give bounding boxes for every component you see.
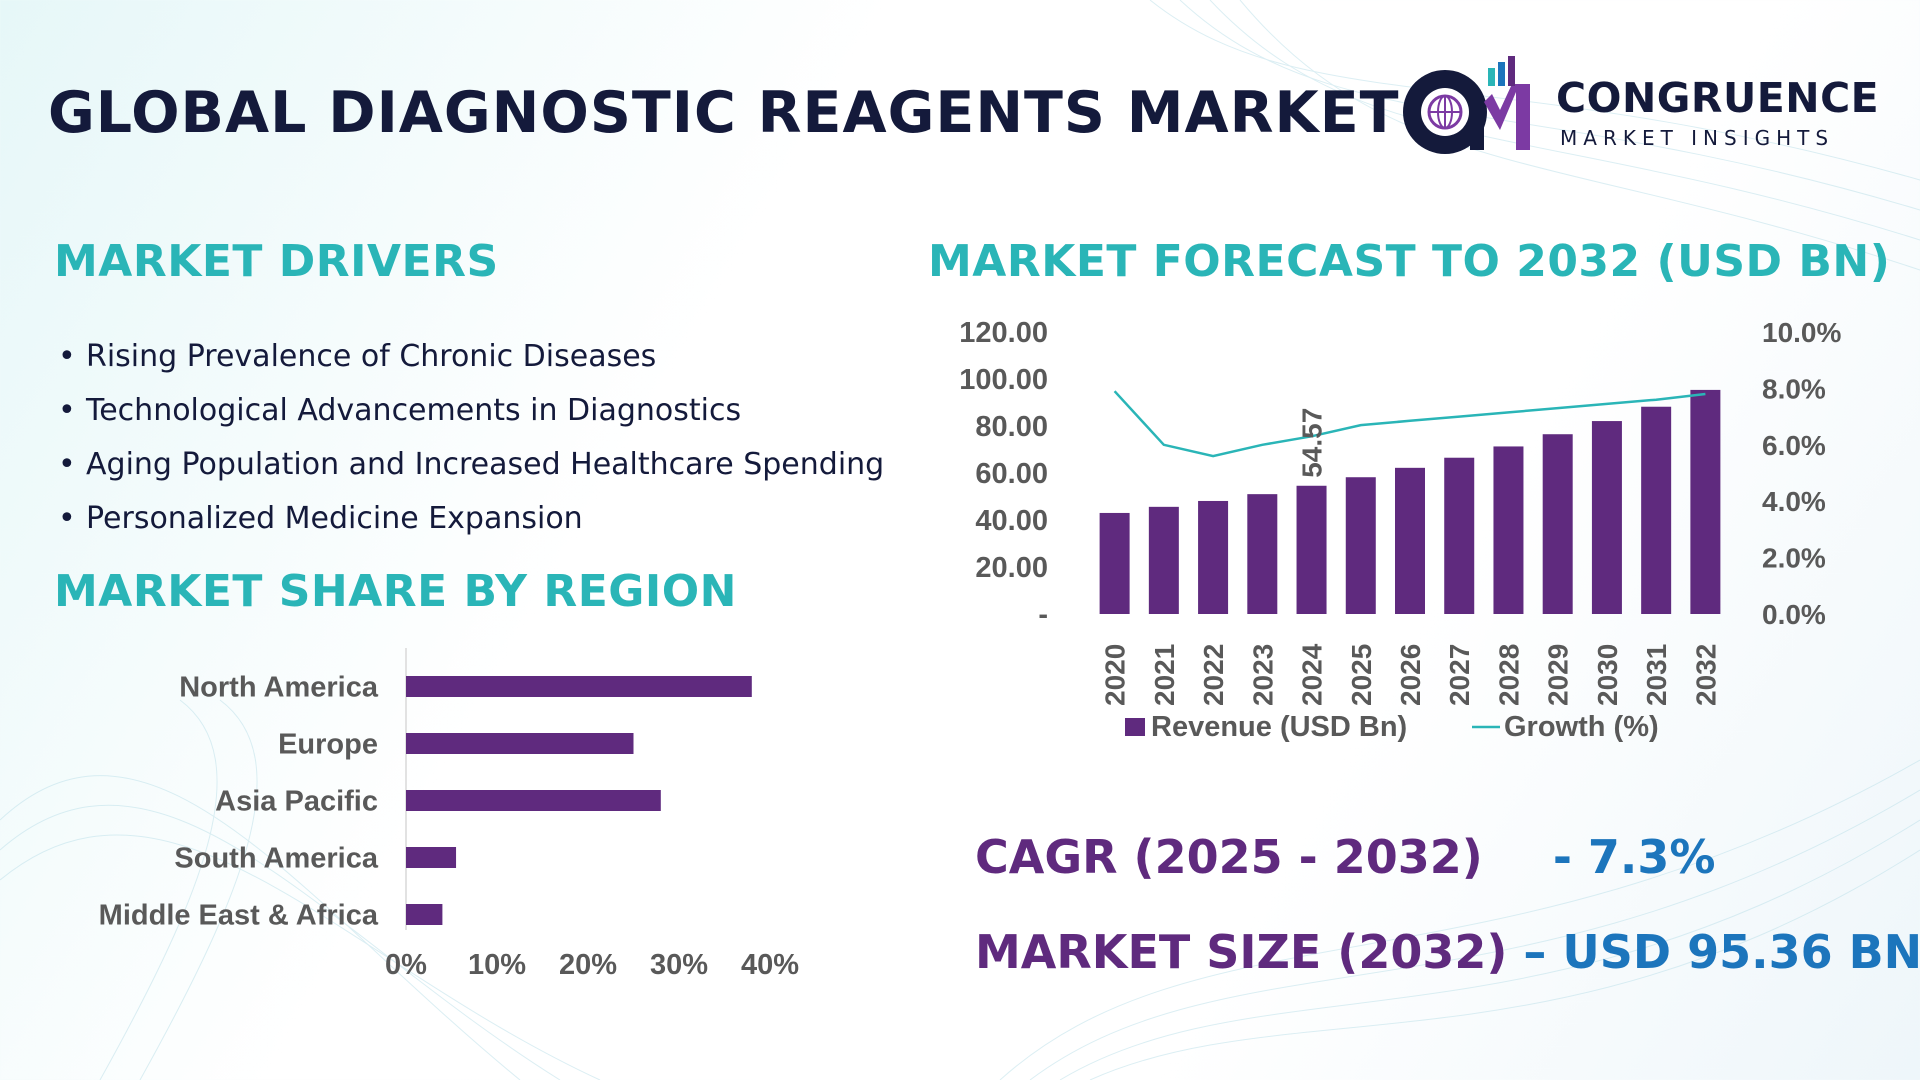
forecast-x-tick-label: 2023 <box>1247 644 1278 706</box>
region-x-tick-label: 0% <box>385 949 427 981</box>
market-size-kpi: MARKET SIZE (2032) – USD 95.36 BN <box>975 925 1920 979</box>
revenue-bar <box>1542 434 1573 614</box>
revenue-data-label: 54.57 <box>1297 408 1328 478</box>
region-section-title: MARKET SHARE BY REGION <box>54 566 737 617</box>
forecast-right-tick-label: 2.0% <box>1762 543 1826 574</box>
region-share-chart: North America Europe Asia Pacific South Ame… <box>99 648 799 981</box>
revenue-bar <box>1395 467 1425 614</box>
forecast-right-tick-label: 6.0% <box>1762 430 1826 461</box>
forecast-x-tick-label: 2029 <box>1543 644 1574 706</box>
forecast-x-tick-label: 2024 <box>1297 643 1328 706</box>
legend-growth-label: Growth (%) <box>1504 711 1659 743</box>
region-category-label: Asia Pacific <box>215 786 378 818</box>
congruence-logo-icon <box>1403 56 1530 154</box>
growth-line <box>1113 390 1706 458</box>
region-x-tick-label: 20% <box>559 949 617 981</box>
forecast-left-tick-label: 20.00 <box>975 552 1048 584</box>
revenue-bar <box>1641 406 1672 614</box>
forecast-x-tick-label: 2026 <box>1395 644 1426 706</box>
region-bar <box>406 790 661 811</box>
cagr-label: CAGR (2025 - 2032) <box>975 830 1483 884</box>
legend-revenue-swatch <box>1125 718 1145 736</box>
forecast-section-title: MARKET FORECAST TO 2032 (USD BN) <box>928 236 1891 287</box>
region-category-label: Europe <box>278 729 378 761</box>
region-x-tick-label: 10% <box>468 949 526 981</box>
forecast-left-tick-label: 40.00 <box>975 505 1048 537</box>
forecast-left-tick-label: 100.00 <box>959 364 1048 396</box>
driver-item: Personalized Medicine Expansion <box>54 492 884 546</box>
forecast-x-tick-label: 2032 <box>1690 644 1721 706</box>
forecast-left-tick-label: 60.00 <box>975 458 1048 490</box>
forecast-chart: - 20.00 40.00 60.00 80.00 100.00 120.00 0.0% 2.0… <box>959 317 1841 743</box>
region-category-label: North America <box>179 672 379 704</box>
forecast-x-tick-label: 2022 <box>1198 644 1229 706</box>
driver-item: Technological Advancements in Diagnostic… <box>54 384 884 438</box>
revenue-bar <box>1444 457 1475 614</box>
page-title: GLOBAL DIAGNOSTIC REAGENTS MARKET <box>48 80 1400 146</box>
forecast-x-tick-label: 2028 <box>1493 644 1524 706</box>
forecast-x-tick-label: 2031 <box>1641 644 1672 706</box>
revenue-bar <box>1591 421 1622 614</box>
forecast-left-tick-label: - <box>1038 599 1048 631</box>
forecast-x-tick-label: 2027 <box>1444 644 1475 706</box>
region-category-label: Middle East & Africa <box>99 900 379 932</box>
forecast-right-tick-label: 10.0% <box>1762 317 1841 348</box>
forecast-x-tick-label: 2025 <box>1346 644 1377 706</box>
revenue-bar <box>1099 512 1130 614</box>
market-size-label: MARKET SIZE (2032) <box>975 925 1508 979</box>
revenue-bar <box>1296 485 1327 614</box>
forecast-x-tick-label: 2030 <box>1592 644 1623 706</box>
region-x-tick-label: 40% <box>741 949 799 981</box>
revenue-bar <box>1493 446 1524 614</box>
forecast-left-tick-label: 80.00 <box>975 411 1048 443</box>
legend-revenue-label: Revenue (USD Bn) <box>1151 711 1407 743</box>
logo-name: CONGRUENCE <box>1556 74 1880 122</box>
forecast-x-tick-label: 2020 <box>1100 644 1131 706</box>
forecast-right-tick-label: 8.0% <box>1762 373 1826 404</box>
region-category-label: South America <box>174 843 378 875</box>
cagr-value: - 7.3% <box>1552 830 1716 884</box>
revenue-bar <box>1148 506 1179 614</box>
logo: CONGRUENCE MARKET INSIGHTS <box>1400 52 1879 162</box>
revenue-bar <box>1345 477 1376 614</box>
driver-item: Aging Population and Increased Healthcar… <box>54 438 884 492</box>
region-bar <box>406 676 752 697</box>
revenue-bar <box>1690 389 1721 614</box>
market-size-value: – USD 95.36 BN <box>1523 925 1920 979</box>
logo-tagline: MARKET INSIGHTS <box>1560 126 1835 150</box>
forecast-left-tick-label: 120.00 <box>959 317 1048 349</box>
region-bar <box>406 733 634 754</box>
forecast-x-tick-label: 2021 <box>1149 644 1180 706</box>
drivers-list: Rising Prevalence of Chronic Diseases Te… <box>54 330 884 546</box>
driver-item: Rising Prevalence of Chronic Diseases <box>54 330 884 384</box>
cagr-kpi: CAGR (2025 - 2032) - 7.3% <box>975 830 1716 884</box>
revenue-bar <box>1247 494 1278 614</box>
revenue-bar <box>1198 500 1229 614</box>
region-x-tick-label: 30% <box>650 949 708 981</box>
forecast-right-tick-label: 0.0% <box>1762 599 1826 630</box>
region-bar <box>406 904 443 925</box>
forecast-right-tick-label: 4.0% <box>1762 486 1826 517</box>
drivers-title: MARKET DRIVERS <box>54 236 499 287</box>
region-bar <box>406 847 457 868</box>
